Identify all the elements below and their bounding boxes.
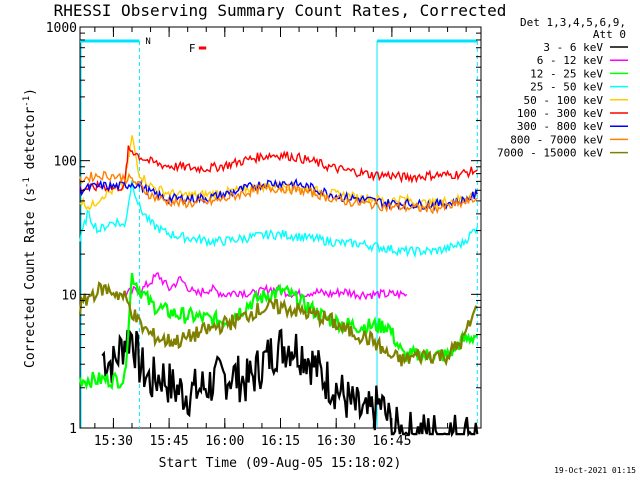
- y-axis-label-mid: detector: [23, 107, 38, 178]
- y-axis-label: Corrected Count Rate (s-1 detector-1): [22, 88, 38, 368]
- series-line-3: [79, 180, 478, 259]
- series-line-0: [101, 328, 479, 438]
- x-axis-label: Start Time (09-Aug-05 15:18:02): [159, 456, 402, 471]
- x-tick-label: 16:00: [205, 434, 244, 449]
- legend-label: 25 - 50 keV: [530, 81, 603, 94]
- y-axis-label-sup2: -1: [22, 96, 32, 107]
- x-tick-label: 15:45: [150, 434, 189, 449]
- x-tick-label: 16:30: [317, 434, 356, 449]
- y-axis: 1 10 100 1000: [46, 21, 481, 437]
- flare-flag-label: F: [189, 42, 196, 55]
- x-axis: 15:30 15:45 16:00 16:15 16:30 16:45: [94, 27, 467, 449]
- series-line-1: [124, 271, 408, 301]
- y-axis-label-end: ): [23, 88, 38, 96]
- legend-label: 12 - 25 keV: [530, 67, 603, 80]
- legend-label: 100 - 300 keV: [517, 107, 603, 120]
- series-line-2: [78, 272, 479, 391]
- series-line-5: [79, 145, 478, 194]
- y-tick-label: 100: [54, 155, 77, 170]
- y-axis-label-main: Corrected Count Rate (s: [23, 188, 38, 368]
- chart-title: RHESSI Observing Summary Count Rates, Co…: [54, 1, 507, 20]
- series-lines: [78, 135, 479, 438]
- legend-label: 300 - 800 keV: [517, 120, 603, 133]
- legend-label: 50 - 100 keV: [524, 94, 604, 107]
- x-tick-label: 16:15: [261, 434, 300, 449]
- legend-label: 6 - 12 keV: [537, 54, 604, 67]
- series-line-7: [79, 170, 478, 215]
- y-tick-label: 1: [69, 422, 77, 437]
- legend-label: 3 - 6 keV: [543, 41, 603, 54]
- y-axis-label-sup1: -1: [22, 177, 32, 188]
- series-line-6: [79, 177, 478, 212]
- legend-label: 7000 - 15000 keV: [497, 147, 603, 160]
- detector-header-line2: Att 0: [593, 28, 626, 41]
- legend-label: 800 - 7000 keV: [510, 133, 603, 146]
- footer-timestamp: 19-Oct-2021 01:15: [554, 466, 636, 475]
- night-flag-label: N: [145, 37, 150, 47]
- x-tick-label: 15:30: [94, 434, 133, 449]
- detector-header-line1: Det 1,3,4,5,6,9,: [520, 16, 626, 29]
- y-tick-label: 10: [61, 288, 77, 303]
- series-line-8: [78, 281, 478, 367]
- y-tick-label: 1000: [46, 21, 77, 36]
- x-tick-label: 16:45: [372, 434, 411, 449]
